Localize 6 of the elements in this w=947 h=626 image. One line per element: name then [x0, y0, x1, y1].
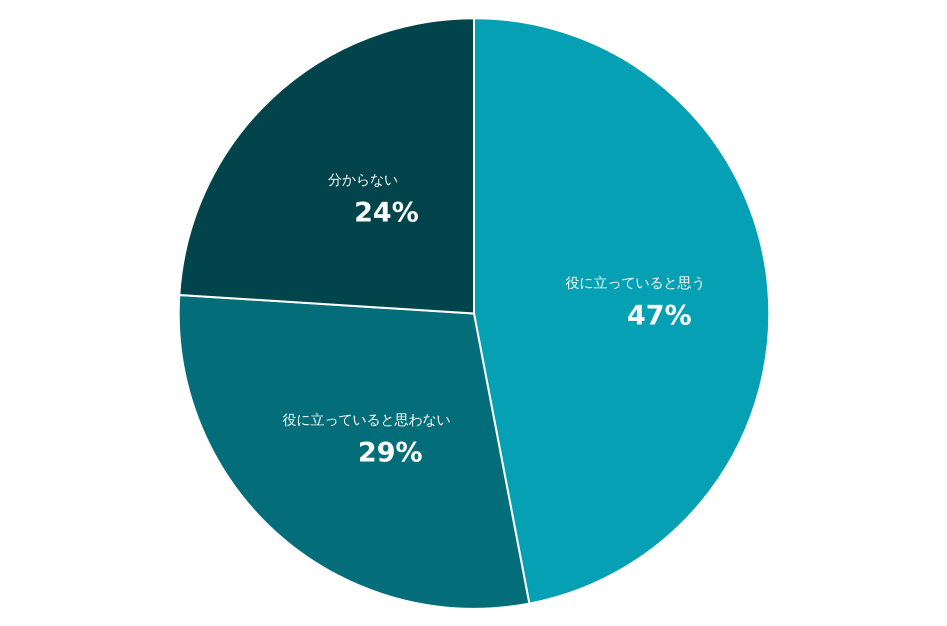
slice-label: 役に立っていると思う	[566, 275, 706, 292]
slice-label: 分からない	[328, 172, 398, 188]
data-label: 47%	[626, 300, 692, 332]
data-label: 24%	[354, 197, 419, 228]
data-label: 29%	[358, 438, 423, 469]
slice-label: 役に立っていると思わない	[282, 412, 451, 429]
